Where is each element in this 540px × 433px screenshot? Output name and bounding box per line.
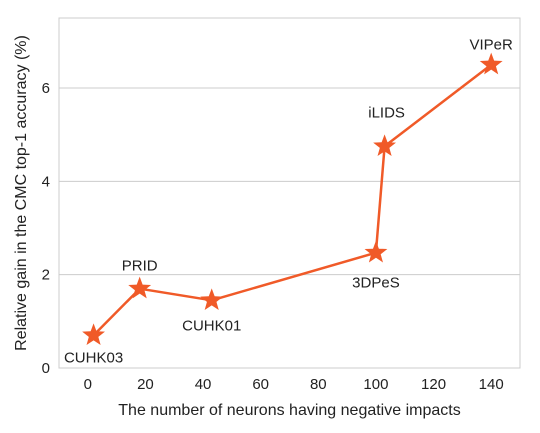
grid-layer bbox=[59, 87, 520, 276]
point-label: 3DPeS bbox=[352, 275, 400, 292]
point-label: VIPeR bbox=[470, 37, 514, 54]
y-tick-label: 4 bbox=[42, 173, 50, 190]
x-tick-label: 40 bbox=[195, 376, 212, 393]
plot-frame bbox=[58, 17, 521, 369]
y-tick-label: 0 bbox=[42, 360, 50, 377]
x-axis-title: The number of neurons having negative im… bbox=[118, 402, 460, 419]
x-tick-label: 140 bbox=[479, 376, 504, 393]
x-tick-label: 20 bbox=[137, 376, 154, 393]
series-layer bbox=[82, 52, 503, 346]
series-line bbox=[92, 63, 492, 337]
x-tick-label: 0 bbox=[84, 376, 92, 393]
y-tick-label: 6 bbox=[42, 80, 50, 97]
star-marker bbox=[479, 52, 503, 75]
star-marker bbox=[128, 276, 152, 299]
x-tick-label: 120 bbox=[421, 376, 446, 393]
point-label: CUHK03 bbox=[64, 349, 123, 366]
point-label: PRID bbox=[122, 258, 158, 275]
point-label: iLIDS bbox=[368, 104, 405, 121]
point-labels: CUHK03 PRID CUHK01 3DPeS iLIDS VIPeR bbox=[64, 37, 513, 367]
star-marker bbox=[82, 323, 105, 346]
point-label: CUHK01 bbox=[182, 317, 241, 334]
star-marker bbox=[373, 134, 396, 157]
y-axis-title: Relative gain in the CMC top-1 accuracy … bbox=[13, 35, 30, 351]
x-tick-label: 80 bbox=[310, 376, 327, 393]
y-tick-label: 2 bbox=[42, 267, 50, 284]
x-tick-label: 100 bbox=[363, 376, 388, 393]
star-marker bbox=[200, 288, 224, 311]
star-marker bbox=[364, 240, 388, 263]
x-tick-label: 60 bbox=[252, 376, 269, 393]
